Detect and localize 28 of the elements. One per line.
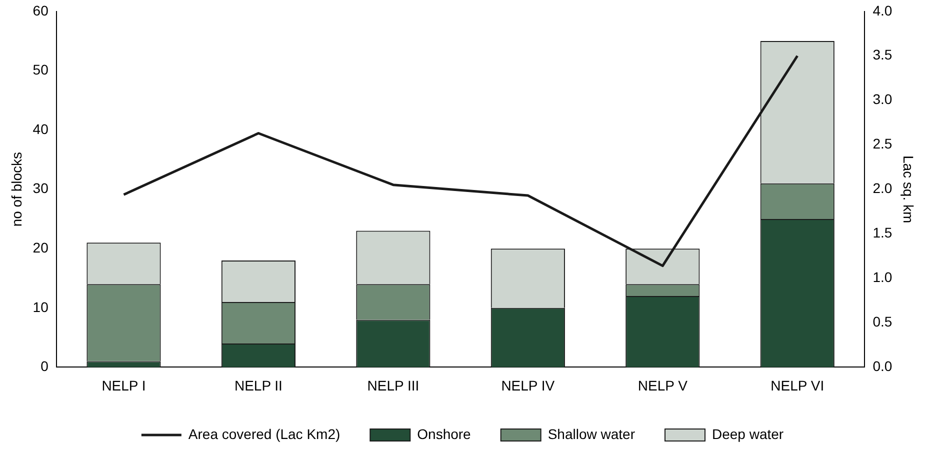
y2-tick-label: 2.5: [872, 136, 892, 152]
x-tick-label: NELP I: [102, 377, 146, 394]
x-tick-label: NELP IV: [501, 377, 556, 394]
y2-tick-label: 3.5: [872, 46, 892, 63]
y-tick-label: 10: [32, 298, 49, 315]
y-tick-label: 20: [32, 239, 49, 256]
y2-tick-label: 0.5: [872, 314, 892, 330]
y2-tick-label: 1.5: [872, 224, 892, 241]
y2-tick-label: 3.0: [872, 91, 892, 108]
y2-axis-title: Lac sq. km: [900, 155, 917, 224]
y-tick-label: 30: [32, 180, 49, 196]
legend-label: Shallow water: [548, 426, 636, 442]
y2-tick-label: 0.0: [872, 358, 892, 374]
y2-tick-label: 4.0: [872, 2, 892, 18]
y2-tick-label: 2.0: [872, 180, 892, 196]
x-tick-label: NELP V: [638, 377, 688, 394]
x-tick-label: NELP III: [367, 377, 420, 394]
y2-tick-label: 1.0: [872, 269, 892, 286]
y-tick-label: 40: [32, 120, 49, 137]
x-tick-label: NELP II: [234, 377, 282, 394]
y-tick-label: 60: [32, 2, 49, 18]
y-tick-label: 0: [40, 358, 49, 374]
y-tick-label: 50: [32, 62, 49, 78]
legend-label: Onshore: [417, 426, 472, 442]
legend-label: Area covered (Lac Km2): [188, 426, 340, 442]
y-axis-title: no of blocks: [8, 152, 24, 227]
x-tick-label: NELP VI: [770, 377, 824, 394]
legend-label: Deep water: [712, 426, 784, 442]
